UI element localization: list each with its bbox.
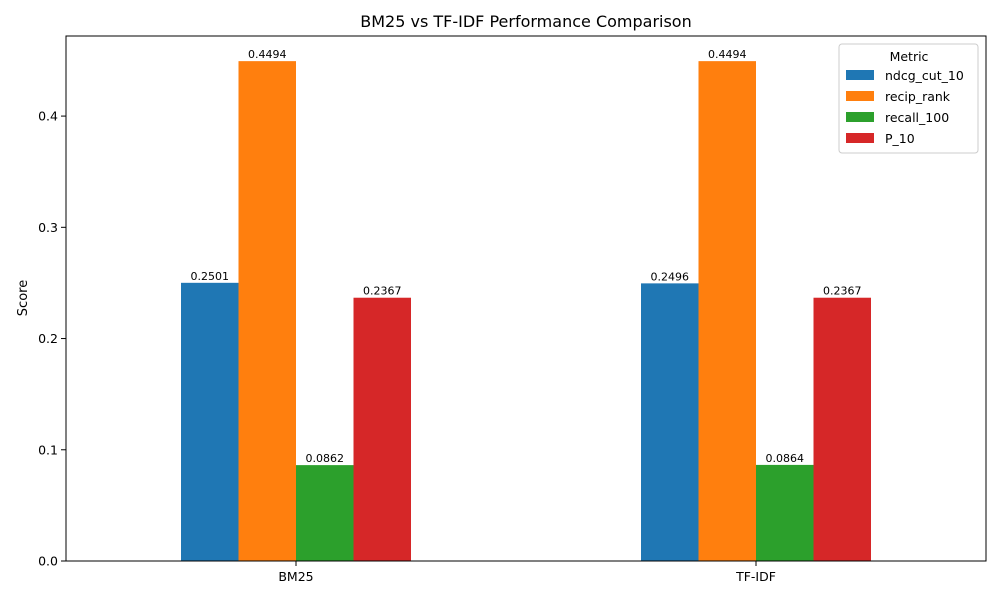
x-tick-label: TF-IDF xyxy=(735,569,776,584)
legend-label-recip_rank: recip_rank xyxy=(885,89,951,104)
x-tick-label: BM25 xyxy=(278,569,313,584)
legend-items: ndcg_cut_10 recip_rank recall_100 P_10 xyxy=(846,68,964,146)
data-label-P_10-tf-idf: 0.2367 xyxy=(823,285,862,298)
legend-swatch-recall_100 xyxy=(846,112,874,122)
y-tick-label: 0.0 xyxy=(38,554,58,569)
y-tick-label: 0.2 xyxy=(38,331,58,346)
bar-P_10-tf-idf xyxy=(813,297,871,561)
data-label-recall_100-tf-idf: 0.0864 xyxy=(766,452,805,465)
bar-recip_rank-tf-idf xyxy=(698,61,756,561)
data-labels-layer: 0.2501 0.4494 0.0862 0.2367 0.2496 0.4494 0.08… xyxy=(191,48,862,465)
bar-P_10-bm25 xyxy=(353,297,411,561)
legend-swatch-P_10 xyxy=(846,133,874,143)
bar-recall_100-bm25 xyxy=(296,465,354,561)
legend-title: Metric xyxy=(890,49,929,64)
legend-label-ndcg_cut_10: ndcg_cut_10 xyxy=(885,68,964,83)
chart-title: BM25 vs TF-IDF Performance Comparison xyxy=(360,12,691,31)
y-tick-label: 0.1 xyxy=(38,442,58,457)
legend-label-P_10: P_10 xyxy=(885,131,915,146)
legend-swatch-recip_rank xyxy=(846,91,874,101)
data-label-ndcg_cut_10-bm25: 0.2501 xyxy=(191,270,230,283)
legend-label-recall_100: recall_100 xyxy=(885,110,949,125)
bar-ndcg_cut_10-bm25 xyxy=(181,282,239,561)
legend[interactable]: Metric ndcg_cut_10 recip_rank recall_100 P_… xyxy=(838,43,979,154)
data-label-P_10-bm25: 0.2367 xyxy=(363,285,402,298)
bar-recip_rank-bm25 xyxy=(238,61,296,561)
data-label-recall_100-bm25: 0.0862 xyxy=(306,452,345,465)
bar-ndcg_cut_10-tf-idf xyxy=(641,283,699,561)
bar-recall_100-tf-idf xyxy=(756,464,814,561)
legend-swatch-ndcg_cut_10 xyxy=(846,70,874,80)
y-tick-label: 0.3 xyxy=(38,220,58,235)
data-label-ndcg_cut_10-tf-idf: 0.2496 xyxy=(651,270,690,283)
y-axis: 0.0 0.1 0.2 0.3 0.4 xyxy=(38,109,66,569)
y-tick-label: 0.4 xyxy=(38,109,58,124)
plot-frame xyxy=(65,35,987,562)
y-axis-label: Score xyxy=(16,280,31,316)
data-label-recip_rank-bm25: 0.4494 xyxy=(248,48,287,61)
data-label-recip_rank-tf-idf: 0.4494 xyxy=(708,48,747,61)
x-axis: BM25 TF-IDF xyxy=(278,561,776,584)
bars-layer xyxy=(181,61,871,561)
